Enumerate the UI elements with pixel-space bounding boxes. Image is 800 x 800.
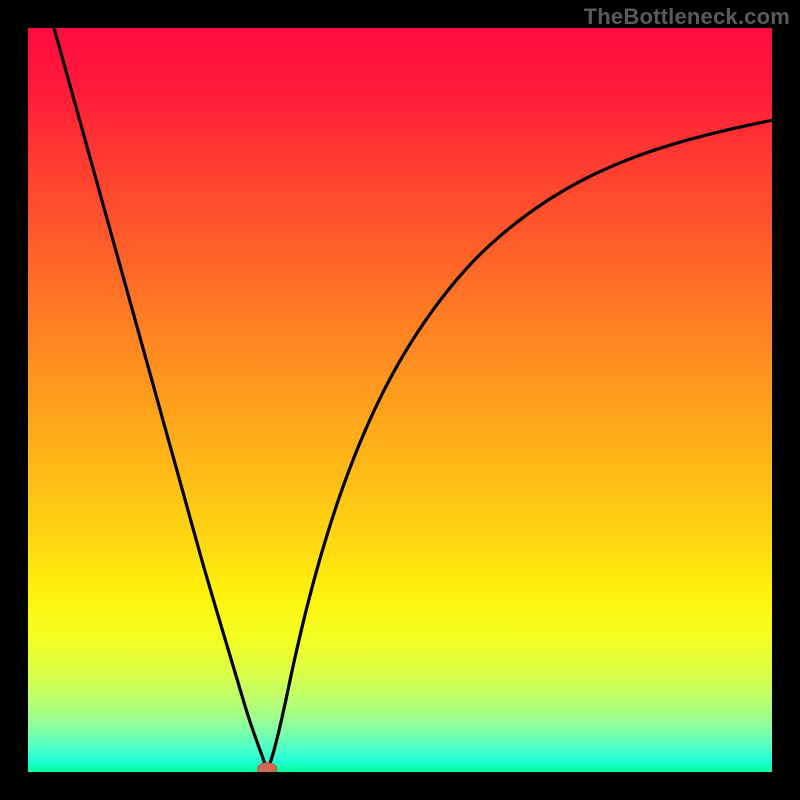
watermark-text: TheBottleneck.com xyxy=(584,4,790,30)
gradient-background xyxy=(28,28,772,772)
chart-frame: TheBottleneck.com xyxy=(0,0,800,800)
bottleneck-curve-chart xyxy=(28,28,772,772)
minimum-marker xyxy=(258,763,277,772)
plot-area xyxy=(28,28,772,772)
